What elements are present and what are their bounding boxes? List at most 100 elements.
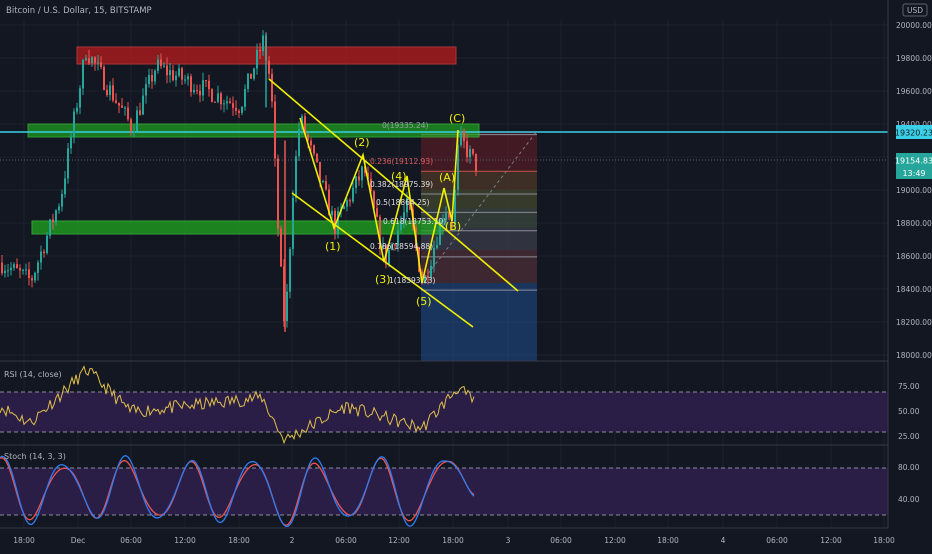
candle-body: [97, 62, 99, 64]
candle-body: [289, 249, 291, 292]
candle-body: [73, 111, 75, 138]
rsi-title[interactable]: RSI (14, close): [4, 370, 62, 379]
candlestick-series: [1, 30, 477, 332]
candle-body: [70, 137, 72, 149]
candle-body: [166, 65, 168, 76]
wave-zigzag[interactable]: [299, 117, 459, 284]
candle-body: [55, 210, 57, 223]
time-tick-label: 18:00: [13, 536, 35, 545]
currency-button[interactable]: [902, 3, 928, 17]
currency-label: USD: [907, 6, 923, 15]
rsi-axis[interactable]: 75.00 50.00 25.00: [898, 382, 920, 441]
candle-body: [229, 101, 231, 104]
candle-body: [430, 265, 432, 278]
wave-3-label: (3): [375, 273, 391, 286]
candle-body: [85, 58, 87, 60]
candle-body: [49, 219, 51, 236]
candle-body: [127, 107, 129, 120]
candle-body: [139, 110, 141, 115]
candle-body: [391, 244, 393, 251]
price-tick-label: 19000.00: [896, 186, 932, 195]
wave-5-label: (5): [416, 295, 432, 308]
channel-lower-line[interactable]: [291, 192, 474, 328]
time-tick-label: 12:00: [174, 536, 196, 545]
candle-body: [403, 212, 405, 222]
countdown-badge: [896, 167, 932, 179]
candle-body: [10, 267, 12, 271]
time-tick-label: 18:00: [442, 536, 464, 545]
candle-body: [193, 90, 195, 93]
wave-2-label: (2): [354, 136, 370, 149]
fib-label-382: 0.382(18975.39): [370, 180, 433, 189]
time-axis[interactable]: 18:00 Dec 06:00 12:00 18:00 2 06:00 12:00 18:00 3…: [13, 536, 895, 545]
time-tick-label: 06:00: [766, 536, 788, 545]
candle-body: [295, 156, 297, 198]
candle-body: [103, 66, 105, 90]
price-tick-label: 18800.00: [896, 219, 932, 228]
fib-label-0: 0(19335.24): [382, 121, 428, 130]
candle-body: [112, 85, 114, 101]
price-tick-label: 19600.00: [896, 87, 932, 96]
candle-body: [235, 107, 237, 111]
lower-support-zone[interactable]: [31, 220, 444, 235]
candle-body: [316, 153, 318, 162]
candle-body: [76, 107, 78, 112]
candle-body: [322, 181, 324, 183]
candle-body: [460, 131, 462, 145]
candle-body: [13, 264, 15, 268]
stoch-axis[interactable]: 80.00 40.00: [898, 463, 920, 504]
last-price-badge: [896, 153, 932, 167]
candle-body: [370, 178, 372, 192]
fib-band-2: [421, 190, 537, 208]
candle-body: [394, 244, 396, 246]
candle-body: [217, 93, 219, 102]
candle-body: [286, 291, 288, 321]
candle-body: [121, 105, 123, 108]
wave-a-label: (A): [439, 171, 455, 184]
candle-body: [247, 73, 249, 89]
candle-body: [208, 80, 210, 90]
candle-body: [22, 269, 24, 271]
candle-body: [352, 187, 354, 202]
candle-body: [256, 49, 258, 69]
candle-body: [379, 216, 381, 248]
candle-body: [445, 213, 447, 221]
candle-body: [7, 270, 9, 272]
symbol-title[interactable]: Bitcoin / U.S. Dollar, 15, BITSTAMP: [6, 6, 152, 16]
upper-support-zone[interactable]: [27, 123, 480, 138]
level-price-badge-text: 19320.23: [895, 129, 932, 138]
candle-body: [220, 93, 222, 105]
candle-body: [31, 278, 33, 281]
rsi-tick-label: 25.00: [898, 432, 920, 441]
rsi-line: [0, 365, 475, 445]
candle-body: [187, 76, 189, 80]
candle-body: [253, 68, 255, 79]
price-tick-label: 18400.00: [896, 285, 932, 294]
candle-body: [202, 80, 204, 96]
candle-body: [181, 68, 183, 80]
candle-body: [361, 166, 363, 181]
candle-body: [16, 264, 18, 269]
candle-body: [163, 65, 165, 67]
candle-body: [40, 251, 42, 263]
price-axis-background: [888, 0, 932, 550]
stoch-title[interactable]: Stoch (14, 3, 3): [4, 452, 66, 461]
time-tick-label: 18:00: [873, 536, 895, 545]
candle-body: [436, 244, 438, 249]
candle-body: [19, 268, 21, 271]
wave-c-label: (C): [449, 112, 465, 125]
price-tick-label: 18000.00: [896, 351, 932, 360]
candle-body: [355, 176, 357, 188]
fib-label-5: 0.5(18864.25): [376, 198, 430, 207]
candle-body: [157, 59, 159, 71]
stoch-band: [0, 468, 888, 515]
channel-upper-line[interactable]: [268, 78, 519, 292]
fib-label-786: 0.786(18594.88): [370, 242, 433, 251]
candle-body: [82, 59, 84, 89]
candle-body: [283, 266, 285, 321]
last-price-badge-text: 19154.83: [895, 157, 932, 166]
candle-body: [211, 89, 213, 102]
candle-body: [124, 107, 126, 109]
